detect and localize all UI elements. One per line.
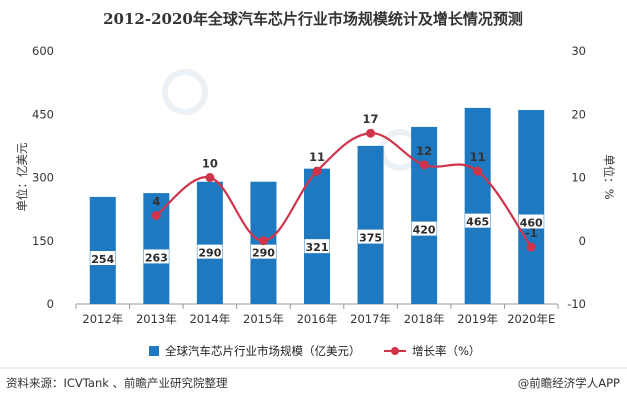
growth-point-label: -1 <box>525 226 538 240</box>
growth-point <box>526 242 536 252</box>
growth-point <box>151 210 161 220</box>
growth-point <box>366 128 376 138</box>
bar <box>304 168 330 304</box>
bar-value-label: 420 <box>413 224 436 237</box>
right-axis-label: 单位：% <box>602 154 616 199</box>
bar-value-label: 254 <box>91 253 114 266</box>
legend: 全球汽车芯片行业市场规模（亿美元） 增长率（%） <box>149 344 480 358</box>
bar-label-background <box>143 249 169 264</box>
growth-point-label: 10 <box>202 157 218 171</box>
right-axis-tick: 10 <box>571 171 586 185</box>
bar <box>357 145 384 304</box>
bar <box>196 181 223 304</box>
bar-label-background <box>518 214 544 229</box>
left-axis: 单位：亿美元 0 150 300 450 600 <box>15 44 54 311</box>
right-axis-tick: 0 <box>579 234 586 248</box>
chart-title: 2012-2020年全球汽车芯片行业市场规模统计及增长情况预测 <box>103 10 523 28</box>
bar-value-label: 321 <box>306 241 329 254</box>
right-axis-tick: 20 <box>571 107 586 121</box>
bar-label-background <box>250 244 276 259</box>
legend-bar-swatch <box>149 346 159 356</box>
footer-brand: @前瞻经济学人APP <box>518 376 620 390</box>
growth-point-label: 11 <box>470 150 486 164</box>
x-axis-tick-label: 2012年 <box>82 312 123 326</box>
left-axis-tick: 600 <box>32 44 54 58</box>
watermark-logo-ring <box>162 69 208 115</box>
right-axis-tick: 30 <box>571 44 586 58</box>
legend-line-label: 增长率（%） <box>412 344 480 358</box>
bar <box>518 110 545 305</box>
bar-value-label: 290 <box>252 247 275 260</box>
right-axis: 单位：% -10 0 10 20 30 <box>567 44 616 311</box>
left-axis-label: 单位：亿美元 <box>15 142 29 211</box>
x-axis-ticks: 2012年 2013年 2014年 2015年 2016年 2017年 2018年 2019年… <box>75 304 559 326</box>
legend-bar-label: 全球汽车芯片行业市场规模（亿美元） <box>165 344 361 358</box>
bar-value-label: 290 <box>198 247 221 260</box>
bar <box>143 193 170 304</box>
x-axis-tick-label: 2015年 <box>243 312 284 326</box>
x-axis-tick-label: 2014年 <box>189 312 230 326</box>
growth-point-label: 4 <box>152 194 160 208</box>
bar-value-label: 465 <box>466 216 489 229</box>
bar-label-background <box>90 251 116 266</box>
right-axis-tick: -10 <box>567 297 586 311</box>
bar <box>89 196 116 304</box>
growth-point <box>312 166 322 176</box>
left-axis-tick: 450 <box>32 107 54 121</box>
bar-value-label: 375 <box>359 232 382 245</box>
left-axis-tick: 0 <box>47 297 54 311</box>
bar-label-background <box>304 239 330 254</box>
footer-source: 资料来源：ICVTank 、前瞻产业研究院整理 <box>6 376 228 390</box>
growth-point-label: 11 <box>309 150 325 164</box>
growth-line-series: 4 10 11 17 12 11 -1 <box>151 112 538 252</box>
growth-point <box>473 166 483 176</box>
bar-label-background <box>465 213 491 228</box>
bar <box>411 126 438 305</box>
legend-line-marker <box>391 347 399 355</box>
bar-label-background <box>411 221 437 236</box>
x-axis-tick-label: 2019年 <box>457 312 498 326</box>
left-axis-tick: 150 <box>32 234 54 248</box>
growth-point <box>258 236 268 246</box>
x-axis-tick-label: 2016年 <box>297 312 338 326</box>
bar-label-background <box>197 244 223 259</box>
bar-value-label: 460 <box>520 217 543 230</box>
x-axis-tick-label: 2017年 <box>350 312 391 326</box>
growth-point-label: 12 <box>416 144 432 158</box>
growth-point <box>419 160 429 170</box>
x-axis-tick-label: 2013年 <box>136 312 177 326</box>
growth-point <box>205 173 215 182</box>
left-axis-tick: 300 <box>32 171 54 185</box>
bar <box>464 107 491 304</box>
bar-label-background <box>358 229 384 244</box>
x-axis-tick-label: 2018年 <box>404 312 445 326</box>
growth-point-label: 17 <box>363 112 379 126</box>
x-axis-tick-label: 2020年E <box>507 312 555 326</box>
bar-value-label: 263 <box>145 251 168 264</box>
